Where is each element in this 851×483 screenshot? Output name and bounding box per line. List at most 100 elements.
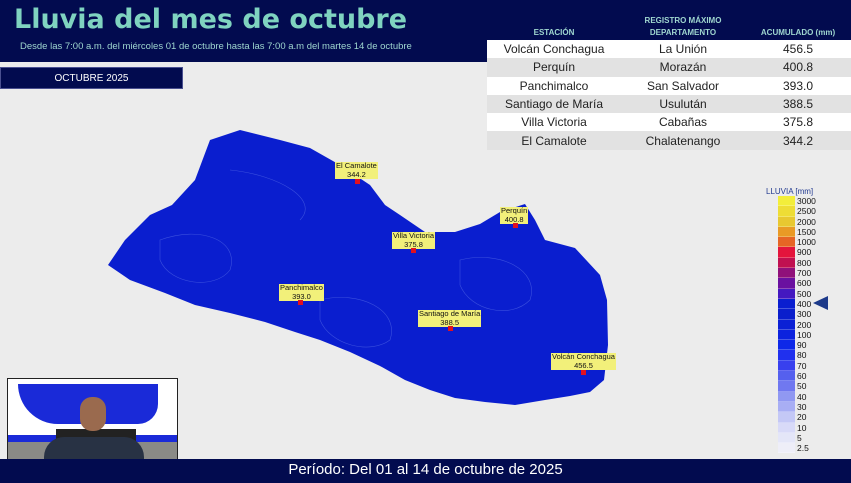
legend-swatch (778, 257, 795, 269)
legend-swatch (778, 412, 795, 423)
station-name: Volcán Conchagua (552, 352, 615, 361)
legend-indicator-arrow-icon (813, 296, 828, 310)
legend-tick: 10 (797, 422, 807, 433)
department-cell: Morazán (659, 60, 707, 75)
department-cell: Chalatenango (645, 133, 721, 148)
legend-swatch (778, 226, 795, 238)
station-label: Panchimalco 393.0 (279, 283, 324, 301)
legend-tick: 200 (797, 319, 812, 330)
legend-colorbar (778, 196, 795, 454)
station-label: Villa Victoria 375.8 (392, 231, 435, 249)
legend-swatch (778, 216, 795, 227)
legend-tick: 2.5 (797, 443, 809, 454)
el-salvador-shape (108, 130, 608, 405)
legend-tick: 300 (797, 309, 812, 320)
station-name: Panchimalco (280, 283, 323, 292)
legend-tick: 30 (797, 401, 807, 412)
table-header: ESTACIÓN REGISTRO MÁXIMO DEPARTAMENTO AC… (487, 0, 851, 40)
table-row: El Camalote Chalatenango 344.2 (487, 131, 851, 150)
col-station: ESTACIÓN (533, 28, 575, 37)
table-row: Perquín Morazán 400.8 (487, 58, 851, 77)
legend-tick: 90 (797, 340, 807, 351)
legend-swatch (778, 298, 795, 310)
station-marker (581, 370, 586, 375)
accumulated-cell: 456.5 (782, 42, 814, 57)
department-cell: Usulután (659, 97, 707, 112)
table-row: Santiago de María Usulután 388.5 (487, 94, 851, 114)
legend-swatch (778, 278, 795, 289)
legend-swatch (778, 309, 795, 320)
accumulated-cell: 388.5 (782, 97, 814, 112)
station-marker (298, 300, 303, 305)
legend-swatch (778, 237, 795, 248)
station-label: Volcán Conchagua 456.5 (551, 352, 616, 370)
legend-swatch (778, 443, 795, 454)
legend-swatch (778, 268, 795, 279)
legend-swatch (778, 319, 795, 330)
legend-tick: 900 (797, 247, 812, 258)
legend-swatch (778, 340, 795, 351)
legend-swatch (778, 381, 795, 392)
legend-swatch (778, 360, 795, 372)
legend-swatch (778, 288, 795, 299)
legend-tick: 400 (797, 298, 812, 309)
legend-title: LLUVIA [mm] (766, 187, 814, 196)
legend-tick: 60 (797, 371, 807, 382)
col-acc: ACUMULADO (mm) (760, 28, 836, 37)
station-cell: Volcán Conchagua (503, 42, 605, 57)
station-name: Villa Victoria (393, 231, 434, 240)
legend-swatch (778, 350, 795, 361)
legend-ticks: 3000 2500 2000 1500 1000 900 800 700 600 500 400 30… (797, 196, 816, 453)
table-row: Volcán Conchagua La Unión 456.5 (487, 40, 851, 59)
legend-tick: 40 (797, 391, 807, 402)
legend-tick: 3000 (797, 196, 816, 206)
station-marker (411, 248, 416, 253)
station-value: 400.8 (504, 214, 524, 224)
legend-swatch (778, 391, 795, 402)
accumulated-cell: 400.8 (782, 60, 814, 75)
station-label: Santiago de María 388.5 (418, 309, 482, 327)
department-cell: Cabañas (658, 115, 708, 130)
station-name: El Camalote (336, 161, 377, 170)
station-value: 388.5 (440, 317, 460, 327)
legend-swatch (778, 329, 795, 341)
station-cell: Santiago de María (504, 97, 604, 112)
legend-swatch (778, 371, 795, 382)
station-marker (355, 179, 360, 184)
legend-swatch (778, 196, 795, 207)
ranking-table: Volcán Conchagua La Unión 456.5 Perquín Mora… (487, 40, 851, 150)
legend-tick: 700 (797, 268, 812, 279)
table-row: Panchimalco San Salvador 393.0 (487, 76, 851, 95)
station-marker (513, 223, 518, 228)
legend-tick: 1000 (797, 237, 816, 248)
period-text: Período: Del 01 al 14 de octubre de 2025 (288, 461, 563, 478)
month-badge: OCTUBRE 2025 (0, 67, 183, 89)
accumulated-cell: 375.8 (782, 115, 814, 130)
accumulated-cell: 344.2 (782, 133, 814, 148)
legend-tick: 80 (797, 350, 807, 361)
station-cell: Panchimalco (519, 78, 589, 93)
legend-swatch (778, 401, 795, 413)
legend-tick: 1500 (797, 226, 816, 237)
legend-tick: 20 (797, 412, 807, 423)
accumulated-cell: 393.0 (782, 78, 814, 93)
legend-tick: 800 (797, 257, 812, 268)
station-value: 456.5 (574, 360, 593, 370)
col-top: REGISTRO MÁXIMO (644, 16, 722, 25)
legend-swatch (778, 422, 795, 433)
station-cell: Perquín (532, 60, 576, 75)
legend-tick: 500 (797, 288, 812, 299)
page-title: Lluvia del mes de octubre (14, 4, 408, 35)
station-label: El Camalote 344.2 (335, 161, 378, 179)
station-name: Perquín (501, 206, 528, 215)
legend-tick: 2000 (797, 216, 816, 227)
station-cell: El Camalote (521, 133, 587, 148)
station-value: 344.2 (347, 169, 366, 179)
header: Lluvia del mes de octubre Desde las 7:00… (0, 0, 488, 62)
legend-tick: 50 (797, 381, 807, 392)
legend-tick: 600 (797, 278, 812, 289)
legend-tick: 70 (797, 360, 807, 371)
legend-swatch (778, 206, 795, 217)
station-name: Santiago de María (419, 309, 481, 318)
